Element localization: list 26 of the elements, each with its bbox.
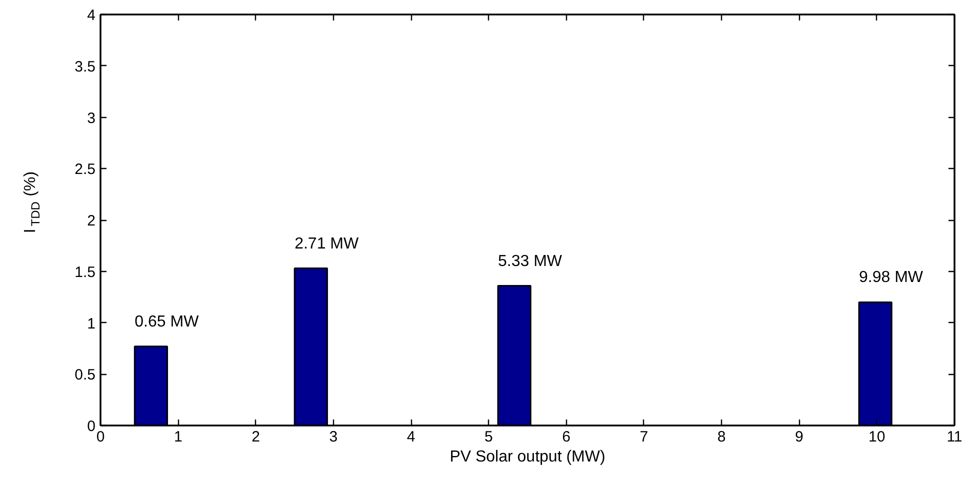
- x-tick-label: 2: [252, 428, 260, 446]
- x-tick-label: 5: [484, 428, 493, 446]
- x-tick-label: 1: [174, 428, 182, 446]
- y-tick-label: 0.5: [74, 366, 96, 384]
- y-axis-title: ITDD (%): [22, 171, 42, 234]
- annotation: 2.71 MW: [294, 235, 360, 252]
- y-tick-label: 3: [87, 110, 96, 127]
- x-tick-label: 9: [795, 428, 804, 446]
- annotation: 5.33 MW: [498, 252, 563, 270]
- y-tick-label: 4: [87, 7, 96, 24]
- x-tick-label: 8: [717, 428, 726, 446]
- x-tick-label: 7: [640, 428, 648, 446]
- x-tick-label: 4: [406, 428, 416, 446]
- x-tick-label: 10: [868, 428, 886, 446]
- y-tick-label: 2.5: [74, 161, 96, 178]
- y-tick-label: 2: [87, 212, 96, 230]
- y-tick-label: 0: [87, 418, 96, 435]
- y-tick-label: 1.5: [74, 264, 96, 281]
- x-tick-label: 3: [329, 428, 338, 446]
- y-tick-label: 3.5: [74, 58, 96, 76]
- y-tick-label: 1: [87, 315, 96, 332]
- annotation: 0.65 MW: [134, 313, 200, 330]
- x-tick-label: 6: [562, 428, 570, 446]
- annotation: 9.98 MW: [859, 269, 924, 286]
- x-axis-title: PV Solar output (MW): [450, 448, 606, 466]
- x-tick-label: 11: [946, 428, 962, 446]
